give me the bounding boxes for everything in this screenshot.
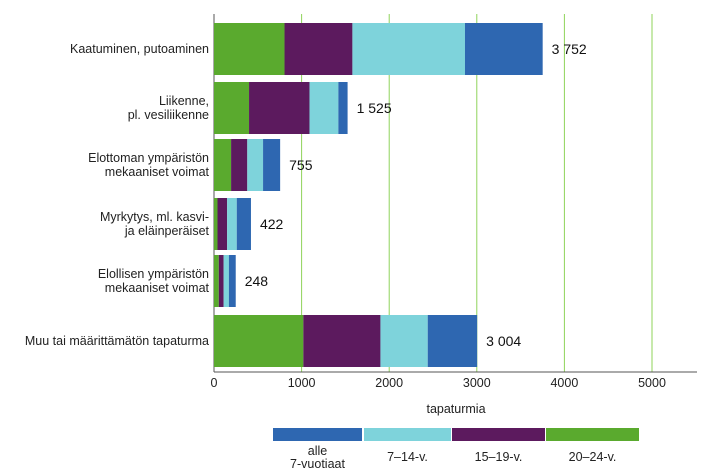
bar-segment — [218, 255, 224, 307]
category-label: ja eläinperäiset — [124, 224, 210, 238]
category-label: mekaaniset voimat — [105, 165, 210, 179]
bar-segment — [380, 315, 428, 367]
bar-segment — [249, 82, 310, 134]
bar-segment — [214, 198, 218, 250]
x-tick-label: 5000 — [638, 376, 666, 390]
bar-segment — [263, 139, 281, 191]
legend-label: 7–14-v. — [387, 450, 428, 464]
total-label: 422 — [260, 216, 284, 232]
bar-segment — [214, 23, 285, 75]
bar-segment — [231, 139, 248, 191]
bar-segment — [228, 255, 236, 307]
bar-segment — [352, 23, 465, 75]
bar-segment — [284, 23, 353, 75]
bar-segment — [338, 82, 348, 134]
legend-swatch — [273, 428, 362, 441]
category-label: pl. vesiliikenne — [128, 108, 209, 122]
legend-label: 15–19-v. — [475, 450, 523, 464]
x-tick-label: 3000 — [463, 376, 491, 390]
x-tick-label: 1000 — [288, 376, 316, 390]
bar-segment — [247, 139, 264, 191]
x-tick-label: 4000 — [550, 376, 578, 390]
bar-segment — [309, 82, 339, 134]
bar-segment — [223, 255, 229, 307]
category-label: Muu tai määrittämätön tapaturma — [25, 334, 209, 348]
bar-segment — [217, 198, 228, 250]
x-tick-label: 2000 — [375, 376, 403, 390]
bar-segment — [214, 255, 219, 307]
total-label: 1 525 — [357, 100, 392, 116]
bar-segment — [214, 315, 304, 367]
legend-swatch — [452, 428, 545, 441]
bar-segment — [303, 315, 381, 367]
category-label: Kaatuminen, putoaminen — [70, 42, 209, 56]
x-axis-title: tapaturmia — [426, 402, 485, 416]
category-label: mekaaniset voimat — [105, 281, 210, 295]
category-label: Liikenne, — [159, 94, 209, 108]
bar-segment — [214, 139, 232, 191]
bar-segment — [236, 198, 251, 250]
total-label: 3 752 — [552, 41, 587, 57]
bar-segment — [214, 82, 250, 134]
total-label: 248 — [245, 273, 269, 289]
category-label: Elottoman ympäristön — [88, 151, 209, 165]
legend-swatch — [364, 428, 451, 441]
category-label: Elollisen ympäristön — [98, 267, 209, 281]
total-label: 3 004 — [486, 333, 521, 349]
legend-swatch — [546, 428, 639, 441]
legend-label: alle — [308, 444, 328, 458]
bar-segment — [464, 23, 543, 75]
legend-label: 7-vuotiaat — [290, 457, 345, 471]
legend-label: 20–24-v. — [569, 450, 617, 464]
bar-segment — [427, 315, 478, 367]
category-label: Myrkytys, ml. kasvi- — [100, 210, 209, 224]
bar-segment — [227, 198, 237, 250]
total-label: 755 — [289, 157, 313, 173]
x-tick-label: 0 — [211, 376, 218, 390]
